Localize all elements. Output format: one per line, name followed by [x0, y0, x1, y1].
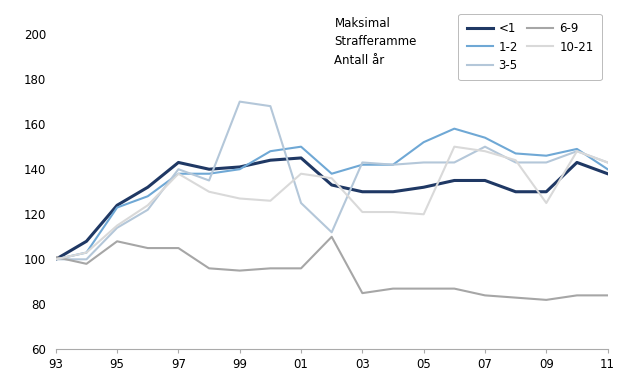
Legend: <1, 1-2, 3-5, 6-9, 10-21: <1, 1-2, 3-5, 6-9, 10-21 [458, 14, 601, 80]
Text: Maksimal
Strafferamme
Antall år: Maksimal Strafferamme Antall år [334, 17, 417, 66]
